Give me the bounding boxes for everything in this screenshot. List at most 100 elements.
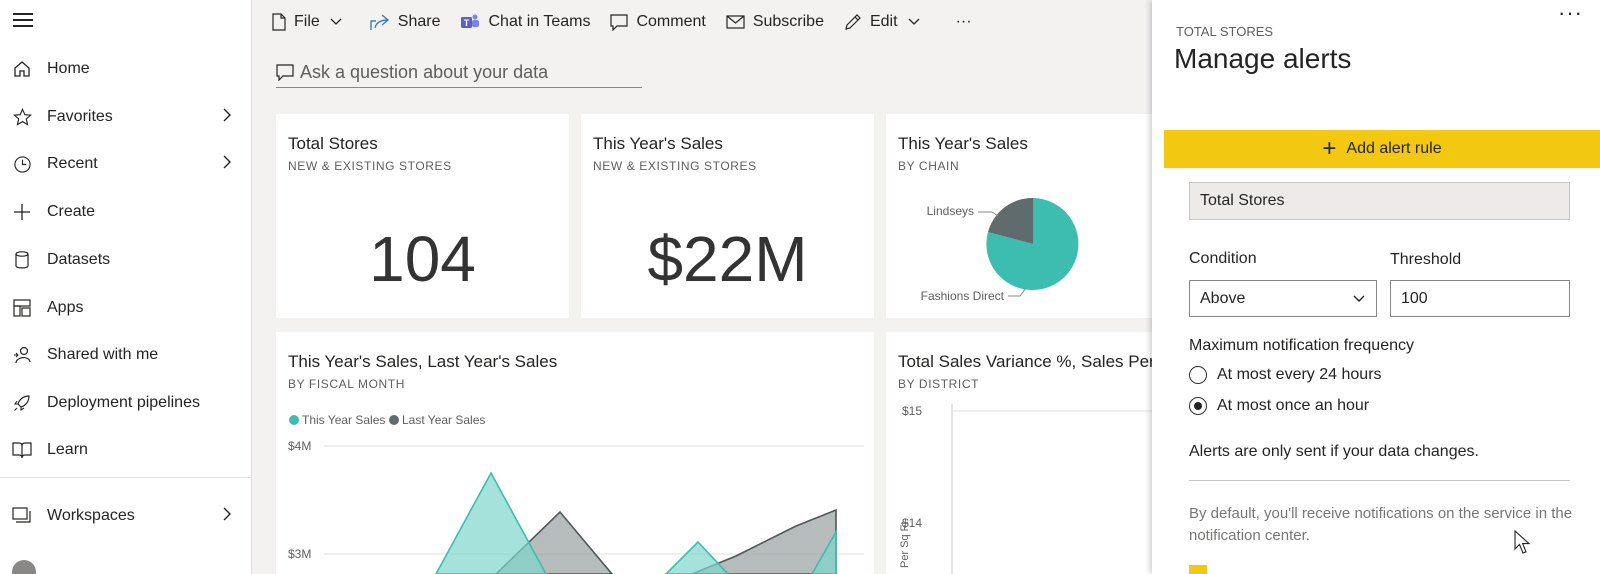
more-options-button[interactable]: ··· (956, 13, 972, 31)
tile-title: This Year's Sales, Last Year's Sales (288, 352, 558, 371)
file-label: File (294, 13, 320, 30)
nav-label: Learn (47, 441, 88, 458)
panel-title: Manage alerts (1174, 43, 1352, 74)
clock-icon (12, 154, 32, 174)
shared-user-icon (12, 345, 32, 365)
variance-chart: $15 $14 Per Sq Ft (899, 404, 1152, 574)
tile-subtitle: BY FISCAL MONTH (288, 377, 406, 391)
tile-value: $22M (647, 223, 808, 295)
y-axis-label: Per Sq Ft (899, 522, 911, 568)
radio-label: At most once an hour (1217, 397, 1370, 414)
file-icon (272, 13, 286, 31)
area-this-year (435, 471, 837, 574)
nav-item-apps[interactable]: Apps (0, 288, 252, 328)
report-toolbar: File Share T Chat in Teams Comment Subsc… (252, 0, 1152, 44)
nav-item-home[interactable]: Home (0, 49, 252, 89)
legend-dot-last-year (389, 415, 399, 425)
mail-icon (726, 15, 745, 29)
radio-every-24-hours[interactable]: At most every 24 hours (1189, 366, 1382, 384)
pencil-icon (845, 14, 861, 30)
avatar[interactable] (12, 560, 36, 574)
tile-title: Total Sales Variance %, Sales Per Sq Ft (898, 352, 1152, 371)
nav-item-favorites[interactable]: Favorites (0, 97, 252, 137)
nav-label: Home (47, 60, 90, 77)
data-changes-note: Alerts are only sent if your data change… (1189, 443, 1479, 460)
legend-dot-this-year (289, 415, 299, 425)
nav-item-shared-with-me[interactable]: Shared with me (0, 335, 252, 375)
alert-title-field[interactable]: Total Stores (1189, 182, 1570, 220)
star-icon (12, 107, 32, 127)
comment-button[interactable]: Comment (610, 13, 706, 31)
chevron-right-icon[interactable] (222, 107, 232, 128)
chat-in-teams-button[interactable]: T Chat in Teams (460, 13, 590, 31)
chevron-right-icon[interactable] (222, 154, 232, 175)
subscribe-label: Subscribe (752, 13, 824, 30)
default-notification-note: By default, you'll receive notifications… (1189, 505, 1573, 544)
comment-icon (276, 64, 294, 81)
leader-line (1008, 287, 1027, 297)
chevron-right-icon[interactable] (222, 506, 232, 527)
teams-icon: T (461, 14, 480, 28)
manage-alerts-panel: TOTAL STORES Manage alerts ··· + Add ale… (1152, 0, 1600, 574)
legend-this-year: This Year Sales (302, 413, 385, 427)
share-button[interactable]: Share (370, 13, 441, 31)
database-icon (12, 250, 32, 270)
nav-item-recent[interactable]: Recent (0, 144, 252, 184)
chevron-down-icon (330, 18, 342, 25)
nav-item-learn[interactable]: Learn (0, 430, 252, 470)
rocket-icon (12, 393, 32, 413)
home-icon (12, 59, 32, 79)
nav-item-datasets[interactable]: Datasets (0, 240, 252, 280)
nav-label: Create (47, 203, 96, 220)
nav-item-create[interactable]: Create (0, 192, 252, 232)
threshold-input[interactable]: 100 (1390, 280, 1570, 317)
leader-line (978, 211, 999, 217)
edit-label: Edit (869, 13, 898, 30)
radio-once-an-hour[interactable]: At most once an hour (1189, 397, 1369, 415)
tile-subtitle: NEW & EXISTING STORES (593, 159, 757, 173)
tile-sales-variance[interactable]: Total Sales Variance %, Sales Per Sq Ft … (886, 332, 1152, 574)
legend-last-year: Last Year Sales (402, 413, 485, 427)
edit-menu[interactable]: Edit (844, 13, 928, 31)
nav-item-workspaces[interactable]: Workspaces (0, 496, 252, 536)
add-alert-rule-button[interactable]: + Add alert rule (1164, 130, 1600, 168)
file-menu[interactable]: File (272, 13, 350, 31)
tick-15: $15 (902, 404, 922, 418)
pie-label-fashions-direct: Fashions Direct (921, 289, 1005, 303)
condition-label: Condition (1189, 250, 1257, 267)
tile-subtitle: NEW & EXISTING STORES (288, 159, 452, 173)
frequency-label: Maximum notification frequency (1189, 337, 1414, 354)
tile-title: This Year's Sales (593, 134, 723, 153)
condition-value: Above (1200, 289, 1246, 307)
pie-chart: Lindseys Fashions Direct (921, 197, 1079, 303)
tick-3m: $3M (288, 547, 311, 561)
condition-select[interactable]: Above (1189, 280, 1377, 317)
subscribe-button[interactable]: Subscribe (726, 13, 824, 31)
divider (1189, 480, 1570, 481)
apps-icon (12, 298, 32, 318)
book-icon (12, 440, 32, 460)
qa-input[interactable]: Ask a question about your data (276, 58, 642, 88)
share-label: Share (397, 13, 441, 30)
hamburger-menu-icon[interactable] (13, 13, 33, 27)
tile-subtitle: BY DISTRICT (898, 377, 980, 391)
tile-subtitle: BY CHAIN (898, 159, 960, 173)
radio-label: At most every 24 hours (1217, 366, 1382, 383)
chevron-down-icon (1353, 295, 1365, 302)
more-dots-icon[interactable]: ··· (1558, 0, 1583, 25)
tile-this-years-sales[interactable]: This Year's Sales NEW & EXISTING STORES … (581, 114, 874, 318)
tile-total-stores[interactable]: Total Stores NEW & EXISTING STORES 104 (276, 114, 569, 318)
tile-sales-by-fiscal-month[interactable]: This Year's Sales, Last Year's Sales BY … (276, 332, 874, 574)
tile-sales-by-chain[interactable]: This Year's Sales BY CHAIN Lindseys Fash… (886, 114, 1152, 318)
email-checkbox[interactable] (1189, 565, 1207, 574)
plus-icon (12, 202, 32, 222)
tick-4m: $4M (288, 439, 311, 453)
nav-label: Apps (47, 299, 84, 316)
nav-item-deployment-pipelines[interactable]: Deployment pipelines (0, 383, 252, 423)
pie-slice-lindseys (988, 197, 1033, 244)
radio-button[interactable] (1189, 366, 1207, 384)
tick-14: $14 (902, 516, 922, 530)
radio-button-checked[interactable] (1189, 397, 1207, 415)
area-last-year (494, 508, 837, 574)
pie-label-lindseys: Lindseys (927, 204, 974, 218)
